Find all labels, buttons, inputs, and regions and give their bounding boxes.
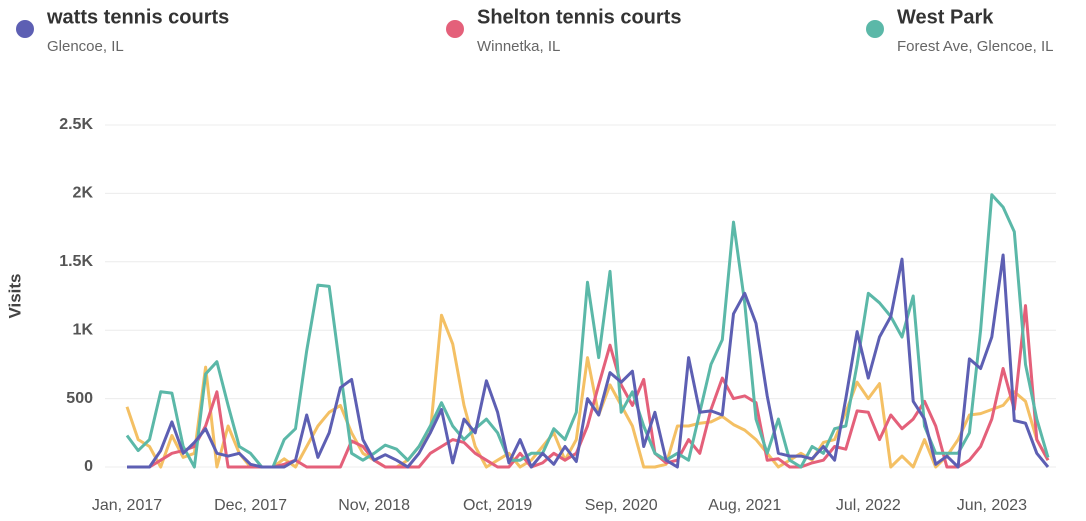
x-tick-label: Nov, 2018 [338,497,410,514]
y-axis-label: Visits [5,273,24,318]
x-tick-label: Sep, 2020 [585,497,658,514]
y-tick-label: 0 [84,458,93,475]
series-line [125,193,1050,469]
legend-title: West Park [897,6,994,28]
legend-marker [16,20,34,38]
legend-marker [446,20,464,38]
legend-subtitle: Glencoe, IL [47,38,124,55]
legend-marker [866,20,884,38]
x-tick-label: Jul, 2022 [836,497,901,514]
y-tick-label: 1K [73,321,94,338]
x-tick-label: Oct, 2019 [463,497,532,514]
x-tick-label: Jun, 2023 [957,497,1027,514]
legend-title: Shelton tennis courts [477,6,681,28]
series-line [127,253,1050,469]
x-tick-label: Jan, 2017 [92,497,162,514]
x-tick-label: Aug, 2021 [708,497,781,514]
series-line [125,313,1050,469]
y-tick-label: 2K [73,185,94,202]
x-tick-label: Dec, 2017 [214,497,287,514]
y-tick-label: 500 [66,390,93,407]
legend-subtitle: Winnetka, IL [477,38,560,55]
y-tick-label: 1.5K [59,253,93,270]
series-line [127,304,1050,469]
y-tick-label: 2.5K [59,116,93,133]
legend-title: watts tennis courts [46,6,229,28]
legend-subtitle: Forest Ave, Glencoe, IL [897,38,1053,55]
